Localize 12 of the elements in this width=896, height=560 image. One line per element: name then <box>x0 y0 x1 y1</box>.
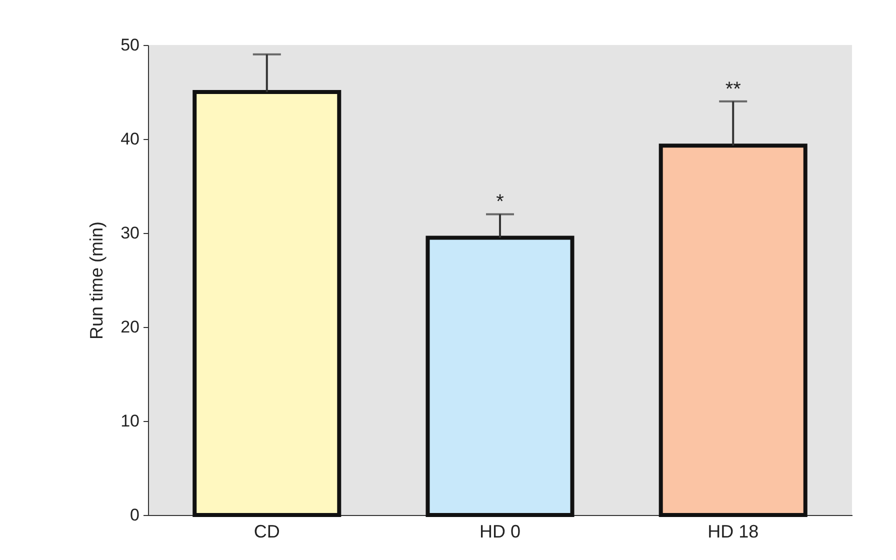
y-axis-title: Run time (min) <box>86 221 107 340</box>
y-tick-label: 50 <box>120 36 140 54</box>
y-tick-label: 40 <box>120 130 140 148</box>
x-tick-label: HD 18 <box>708 522 759 542</box>
x-tick-label: CD <box>254 522 280 542</box>
y-tick-label: 0 <box>130 506 140 524</box>
y-tick-label: 20 <box>120 318 140 336</box>
annotation: ** <box>725 78 742 100</box>
y-tick-label: 10 <box>120 412 140 430</box>
annotation: * <box>496 191 504 214</box>
x-tick-label: HD 0 <box>479 522 521 542</box>
y-tick-label: 30 <box>120 224 140 242</box>
